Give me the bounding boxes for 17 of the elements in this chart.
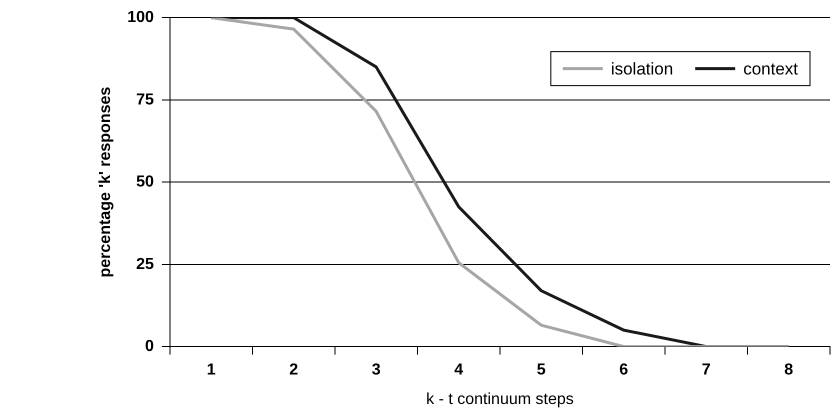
y-tick-label: 25 — [136, 256, 154, 273]
y-tick-label: 50 — [136, 174, 154, 191]
x-tick-label: 3 — [372, 362, 381, 379]
x-tick-label: 6 — [619, 362, 628, 379]
x-tick-label: 4 — [454, 362, 464, 379]
x-tick-label: 1 — [206, 362, 216, 379]
x-tick-label: 2 — [289, 362, 298, 379]
legend-label: isolation — [610, 59, 674, 78]
y-tick-label: 100 — [127, 9, 154, 26]
y-axis-title: percentage 'k' responses — [97, 86, 114, 278]
x-tick-label: 5 — [536, 362, 546, 379]
y-tick-label: 0 — [144, 338, 154, 356]
x-tick-label: 7 — [702, 362, 711, 379]
legend-label: context — [743, 59, 798, 78]
y-tick-label: 75 — [136, 91, 154, 108]
x-tick-label: 8 — [784, 362, 794, 379]
x-axis-title: k - t continuum steps — [426, 390, 574, 408]
